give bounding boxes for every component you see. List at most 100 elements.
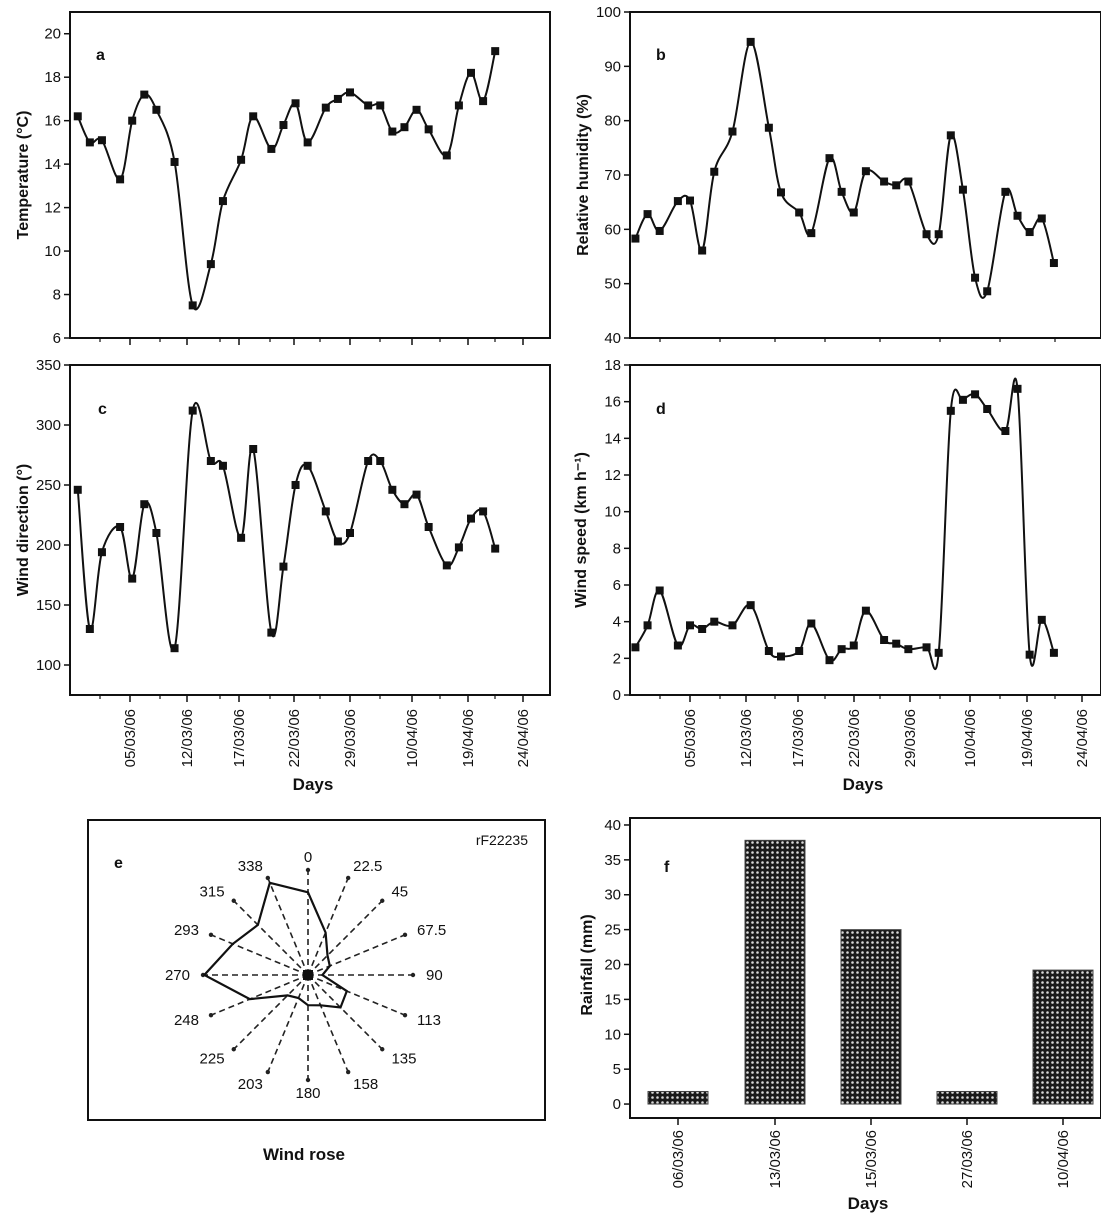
x-tick-label: 17/03/06 xyxy=(790,709,807,767)
data-point xyxy=(728,127,737,136)
data-point xyxy=(346,88,354,97)
x-tick-label: 05/03/06 xyxy=(122,709,139,767)
data-point xyxy=(643,210,652,219)
y-tick-label: 14 xyxy=(44,156,61,173)
data-point xyxy=(643,621,652,630)
data-point xyxy=(321,507,330,516)
data-point xyxy=(807,619,816,628)
data-point xyxy=(364,101,373,110)
y-tick-label: 250 xyxy=(36,477,61,494)
y-tick-label: 18 xyxy=(44,69,61,86)
data-point xyxy=(267,144,276,153)
data-point xyxy=(1049,648,1058,657)
data-point xyxy=(346,529,354,537)
series-line xyxy=(634,40,1055,299)
series-points xyxy=(73,47,500,310)
x-axis-title: Days xyxy=(293,775,334,794)
data-point xyxy=(128,116,137,125)
data-point xyxy=(710,167,719,176)
bar xyxy=(647,1090,709,1105)
data-point xyxy=(904,645,913,654)
data-point xyxy=(1025,650,1034,659)
data-point xyxy=(1025,228,1034,237)
x-ticks xyxy=(659,338,1056,342)
y-tick-label: 350 xyxy=(36,357,61,374)
direction-label: 90 xyxy=(426,967,443,984)
x-tick-label: 29/03/06 xyxy=(902,709,919,767)
direction-label: 67.5 xyxy=(417,922,446,939)
data-point xyxy=(958,395,967,404)
x-ticks xyxy=(99,695,524,702)
series-curve xyxy=(634,40,1055,299)
y-axis-title: Rainfall (mm) xyxy=(579,914,596,1015)
chart-panel-a: a Temperature (°C) 6 8 10 12 14 16 18 20 xyxy=(15,11,551,347)
data-point xyxy=(1037,615,1046,624)
y-tick-label: 40 xyxy=(604,817,621,834)
x-tick-label: 24/04/06 xyxy=(1074,709,1091,767)
x-tick-label: 22/03/06 xyxy=(286,709,303,767)
data-point xyxy=(1049,259,1058,268)
rose-spoke xyxy=(210,974,309,1016)
data-point xyxy=(479,97,488,106)
data-point xyxy=(698,246,707,255)
x-tick-label: 05/03/06 xyxy=(682,709,699,767)
y-tick-label: 0 xyxy=(613,687,621,704)
rose-center-marker xyxy=(303,970,313,980)
y-tick-label: 4 xyxy=(613,614,621,631)
data-point xyxy=(170,644,179,653)
y-tick-label: 12 xyxy=(44,200,61,217)
data-point xyxy=(764,647,773,655)
data-point xyxy=(73,485,82,494)
data-point xyxy=(237,155,246,164)
chart-panel-c: c Wind direction (°) Days 100 150 200 250 30… xyxy=(15,357,551,794)
x-tick-label: 15/03/06 xyxy=(863,1130,880,1188)
rose-spoke-tip xyxy=(231,898,236,903)
data-point xyxy=(424,523,433,531)
x-tick-labels: 05/03/06 12/03/06 17/03/06 22/03/06 29/03/06… xyxy=(122,709,532,767)
data-point xyxy=(673,641,682,650)
data-point xyxy=(467,514,475,523)
x-tick-label: 17/03/06 xyxy=(231,709,248,767)
data-point xyxy=(303,461,312,470)
y-tick-label: 10 xyxy=(44,243,61,260)
direction-label: 338 xyxy=(238,858,263,875)
data-point xyxy=(249,112,258,121)
data-point xyxy=(946,131,955,140)
direction-label: 293 xyxy=(174,922,199,939)
y-tick-label: 50 xyxy=(604,276,621,293)
y-tick-label: 35 xyxy=(604,852,621,869)
data-point xyxy=(837,645,846,654)
rose-spoke-tip xyxy=(265,875,271,881)
data-point xyxy=(776,652,785,661)
x-tick-label: 19/04/06 xyxy=(460,709,477,767)
bars xyxy=(647,839,1094,1105)
data-point xyxy=(861,167,870,176)
data-point xyxy=(321,103,330,112)
y-tick-label: 40 xyxy=(604,330,621,347)
panel-label: d xyxy=(656,401,666,418)
data-point xyxy=(686,621,695,630)
bar xyxy=(1032,969,1094,1105)
y-tick-label: 18 xyxy=(604,357,621,374)
series-line xyxy=(76,50,497,311)
x-axis-title: Wind rose xyxy=(263,1145,345,1164)
data-point xyxy=(73,112,82,121)
data-point xyxy=(934,230,943,239)
rose-spoke-tip xyxy=(208,1012,214,1018)
data-point xyxy=(958,185,967,194)
data-point xyxy=(631,234,640,243)
rose-spoke xyxy=(267,974,309,1073)
plot-frame xyxy=(87,819,546,1121)
x-ticks xyxy=(99,338,524,345)
x-tick-label: 12/03/06 xyxy=(179,709,196,767)
data-point xyxy=(983,405,992,413)
x-tick-label: 19/04/06 xyxy=(1019,709,1036,767)
data-point xyxy=(825,154,834,163)
data-point xyxy=(85,138,94,147)
data-point xyxy=(442,561,451,570)
data-point xyxy=(983,287,992,296)
rose-spoke xyxy=(267,877,309,976)
data-point xyxy=(152,105,161,114)
y-tick-label: 6 xyxy=(53,330,61,347)
